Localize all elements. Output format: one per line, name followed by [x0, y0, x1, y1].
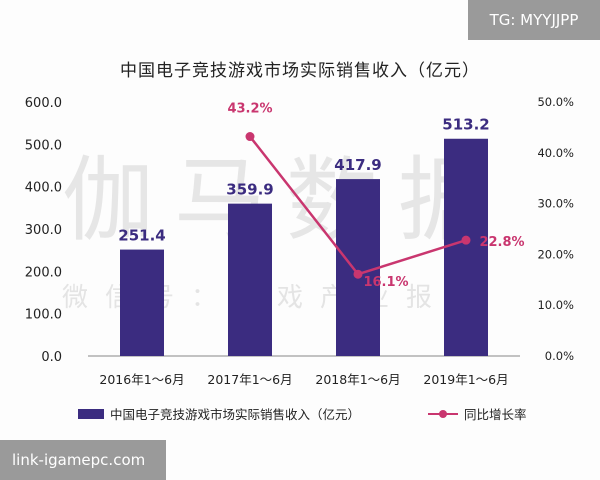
x-tick-label: 2016年1～6月 — [99, 372, 184, 387]
bar-value-label: 251.4 — [118, 227, 165, 245]
legend-item-growth: 同比增长率 — [428, 404, 527, 423]
growth-line — [245, 132, 471, 279]
growth-value-label: 43.2% — [227, 102, 272, 117]
bar-value-label: 417.9 — [334, 156, 381, 174]
y-left-tick-label: 0.0 — [41, 350, 62, 365]
x-tick-label: 2019年1～6月 — [423, 372, 508, 387]
growth-point — [461, 235, 471, 245]
bar-value-label: 513.2 — [442, 116, 489, 134]
growth-value-label: 16.1% — [363, 275, 408, 290]
y-left-tick-label: 100.0 — [25, 308, 62, 323]
legend: 中国电子竞技游戏市场实际销售收入（亿元） 同比增长率 — [78, 404, 568, 424]
bar — [120, 249, 164, 356]
bar-value-label: 359.9 — [226, 181, 273, 199]
bar — [336, 179, 380, 356]
x-tick-label: 2018年1～6月 — [315, 372, 400, 387]
badge-bottom-left: link-igamepc.com — [0, 440, 166, 480]
bar — [444, 138, 488, 356]
legend-swatch-line — [428, 409, 458, 419]
growth-value-label: 22.8% — [479, 235, 524, 250]
y-right-tick-label: 50.0% — [537, 95, 574, 109]
chart-title: 中国电子竞技游戏市场实际销售收入（亿元） — [120, 61, 480, 81]
y-left-tick-label: 600.0 — [25, 96, 62, 111]
legend-label-revenue: 中国电子竞技游戏市场实际销售收入（亿元） — [110, 407, 361, 422]
bars — [120, 138, 488, 356]
y-right-tick-label: 10.0% — [537, 298, 574, 312]
watermark-main: 伽马数据 — [62, 147, 510, 254]
data-labels: 251.4 359.9 417.9 513.2 43.2% 16.1% 22.8% — [118, 102, 524, 291]
y-right-tick-label: 0.0% — [545, 349, 574, 363]
legend-swatch-bar — [78, 408, 104, 419]
y-left-tick-label: 400.0 — [25, 181, 62, 196]
legend-label-growth: 同比增长率 — [464, 407, 527, 422]
y-right-tick-label: 20.0% — [537, 247, 574, 261]
legend-item-revenue: 中国电子竞技游戏市场实际销售收入（亿元） — [78, 404, 360, 423]
badge-top-right: TG: MYYJJPP — [468, 0, 600, 40]
y-right-tick-label: 40.0% — [537, 146, 574, 160]
growth-point — [353, 269, 363, 279]
growth-point — [245, 132, 255, 142]
x-tick-label: 2017年1～6月 — [207, 372, 292, 387]
y-left-tick-label: 300.0 — [25, 223, 62, 238]
bar — [228, 203, 272, 356]
y-left-tick-label: 500.0 — [25, 138, 62, 153]
y-left-tick-label: 200.0 — [25, 265, 62, 280]
y-right-tick-label: 30.0% — [537, 197, 574, 211]
